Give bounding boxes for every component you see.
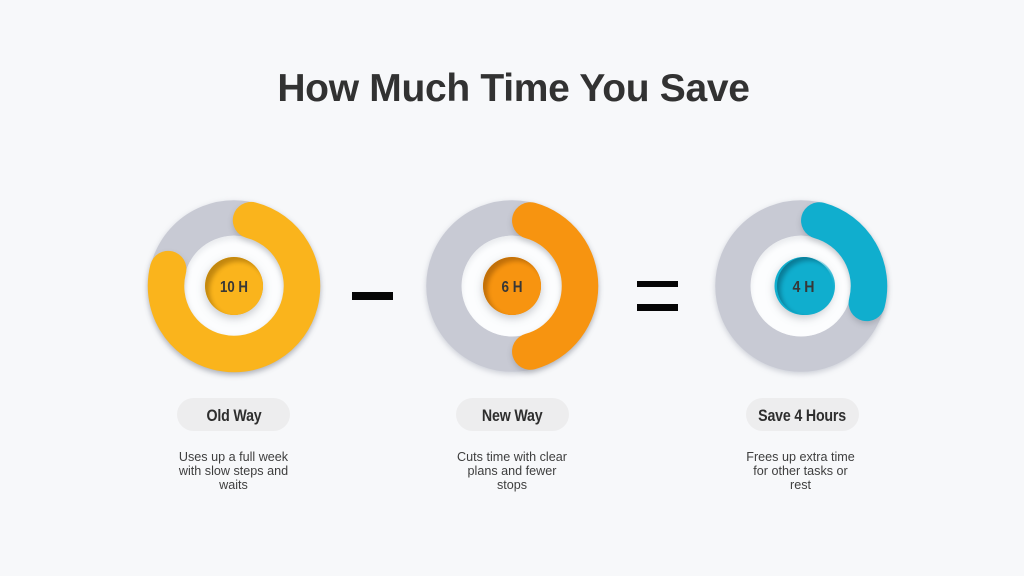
svg-text:4 H: 4 H [792, 279, 814, 296]
svg-text:6 H: 6 H [502, 279, 523, 296]
svg-text:10 H: 10 H [220, 279, 248, 296]
